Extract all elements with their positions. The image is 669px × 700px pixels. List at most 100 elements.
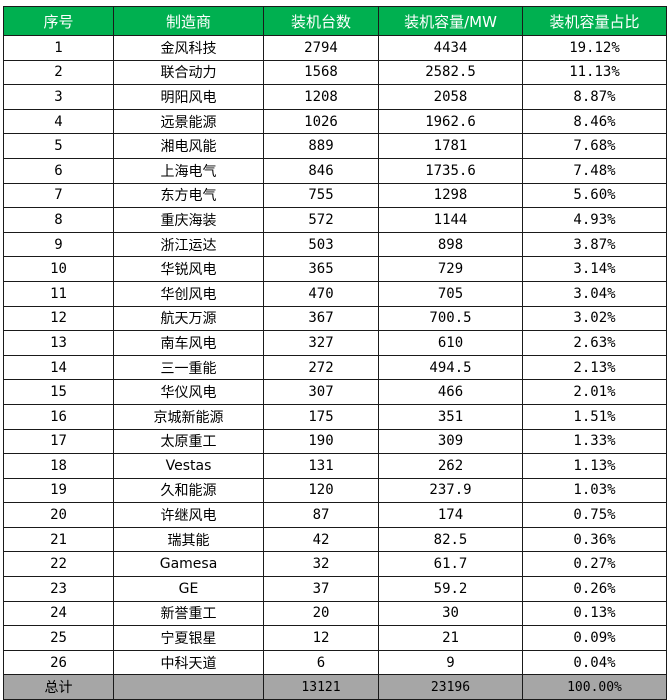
row-index-cell: 11 — [3, 280, 114, 307]
row-manufacturer-cell: 华锐风电 — [113, 256, 264, 282]
row-share-cell: 3.02% — [522, 305, 667, 332]
row-capacity-cell: 30 — [378, 600, 523, 627]
row-share-cell: 8.87% — [522, 84, 667, 110]
row-capacity-cell: 309 — [378, 428, 523, 455]
row-units-cell: 190 — [263, 428, 379, 455]
row-manufacturer-cell: 东方电气 — [113, 182, 264, 209]
row-units-cell: 327 — [263, 330, 379, 356]
table-row: 16 京城新能源 175 351 1.51% — [3, 403, 667, 430]
row-share-cell: 0.75% — [522, 502, 667, 528]
row-units-cell: 32 — [263, 551, 379, 578]
table-row: 20 许继风电 87 174 0.75% — [3, 502, 667, 528]
row-share-cell: 0.04% — [522, 649, 667, 676]
table-row: 17 太原重工 190 309 1.33% — [3, 428, 667, 455]
row-units-cell: 572 — [263, 207, 379, 233]
table-row: 9 浙江运达 503 898 3.87% — [3, 231, 667, 258]
row-share-cell: 11.13% — [522, 59, 667, 86]
row-units-cell: 367 — [263, 305, 379, 332]
row-capacity-cell: 494.5 — [378, 354, 523, 381]
row-capacity-cell: 1735.6 — [378, 157, 523, 184]
row-share-cell: 0.27% — [522, 551, 667, 578]
row-manufacturer-cell: 航天万源 — [113, 305, 264, 332]
row-capacity-cell: 1144 — [378, 207, 523, 233]
row-units-cell: 6 — [263, 649, 379, 676]
row-manufacturer-cell: Vestas — [113, 453, 264, 479]
row-manufacturer-cell: GE — [113, 576, 264, 602]
row-index-cell: 21 — [3, 526, 114, 553]
row-index-cell: 12 — [3, 305, 114, 332]
table-row: 24 新誉重工 20 30 0.13% — [3, 600, 667, 627]
row-index-cell: 19 — [3, 477, 114, 504]
row-units-cell: 1208 — [263, 84, 379, 110]
row-capacity-cell: 262 — [378, 453, 523, 479]
row-index-cell: 18 — [3, 453, 114, 479]
row-index-cell: 16 — [3, 403, 114, 430]
row-manufacturer-cell: 许继风电 — [113, 502, 264, 528]
total-row: 总计 13121 23196 100.00% — [3, 674, 667, 700]
row-units-cell: 87 — [263, 502, 379, 528]
table-row: 23 GE 37 59.2 0.26% — [3, 576, 667, 602]
row-share-cell: 0.26% — [522, 576, 667, 602]
row-share-cell: 2.63% — [522, 330, 667, 356]
row-index-cell: 25 — [3, 625, 114, 651]
row-manufacturer-cell: 联合动力 — [113, 59, 264, 86]
row-index-cell: 3 — [3, 84, 114, 110]
table-row: 25 宁夏银星 12 21 0.09% — [3, 625, 667, 651]
row-index-cell: 1 — [3, 35, 114, 61]
row-manufacturer-cell: 京城新能源 — [113, 403, 264, 430]
row-index-cell: 6 — [3, 157, 114, 184]
row-share-cell: 7.68% — [522, 133, 667, 159]
row-share-cell: 7.48% — [522, 157, 667, 184]
row-units-cell: 131 — [263, 453, 379, 479]
header-cell-index: 序号 — [3, 6, 114, 36]
row-share-cell: 5.60% — [522, 182, 667, 209]
header-cell-capacity: 装机容量/MW — [378, 6, 523, 36]
row-capacity-cell: 21 — [378, 625, 523, 651]
row-capacity-cell: 729 — [378, 256, 523, 282]
table-row: 26 中科天道 6 9 0.04% — [3, 649, 667, 676]
table-row: 19 久和能源 120 237.9 1.03% — [3, 477, 667, 504]
table-row: 1 金风科技 2794 4434 19.12% — [3, 35, 667, 61]
row-manufacturer-cell: 久和能源 — [113, 477, 264, 504]
row-manufacturer-cell: 金风科技 — [113, 35, 264, 61]
row-units-cell: 503 — [263, 231, 379, 258]
row-units-cell: 1026 — [263, 108, 379, 135]
row-index-cell: 7 — [3, 182, 114, 209]
bottom-strip — [0, 694, 669, 698]
row-units-cell: 120 — [263, 477, 379, 504]
row-share-cell: 3.87% — [522, 231, 667, 258]
row-index-cell: 8 — [3, 207, 114, 233]
row-index-cell: 23 — [3, 576, 114, 602]
row-units-cell: 272 — [263, 354, 379, 381]
table-row: 12 航天万源 367 700.5 3.02% — [3, 305, 667, 332]
row-share-cell: 0.13% — [522, 600, 667, 627]
row-units-cell: 12 — [263, 625, 379, 651]
row-manufacturer-cell: 明阳风电 — [113, 84, 264, 110]
table-row: 11 华创风电 470 705 3.04% — [3, 280, 667, 307]
row-units-cell: 470 — [263, 280, 379, 307]
row-share-cell: 2.13% — [522, 354, 667, 381]
row-units-cell: 307 — [263, 379, 379, 405]
row-share-cell: 1.51% — [522, 403, 667, 430]
row-index-cell: 2 — [3, 59, 114, 86]
row-units-cell: 755 — [263, 182, 379, 209]
row-capacity-cell: 1298 — [378, 182, 523, 209]
row-share-cell: 1.33% — [522, 428, 667, 455]
row-manufacturer-cell: 重庆海装 — [113, 207, 264, 233]
row-manufacturer-cell: 中科天道 — [113, 649, 264, 676]
row-capacity-cell: 59.2 — [378, 576, 523, 602]
row-capacity-cell: 4434 — [378, 35, 523, 61]
table-row: 6 上海电气 846 1735.6 7.48% — [3, 157, 667, 184]
row-index-cell: 24 — [3, 600, 114, 627]
row-capacity-cell: 2058 — [378, 84, 523, 110]
row-index-cell: 15 — [3, 379, 114, 405]
row-share-cell: 1.03% — [522, 477, 667, 504]
row-capacity-cell: 610 — [378, 330, 523, 356]
row-manufacturer-cell: 湘电风能 — [113, 133, 264, 159]
row-share-cell: 0.36% — [522, 526, 667, 553]
row-capacity-cell: 61.7 — [378, 551, 523, 578]
row-share-cell: 19.12% — [522, 35, 667, 61]
row-share-cell: 4.93% — [522, 207, 667, 233]
row-units-cell: 889 — [263, 133, 379, 159]
row-share-cell: 3.14% — [522, 256, 667, 282]
